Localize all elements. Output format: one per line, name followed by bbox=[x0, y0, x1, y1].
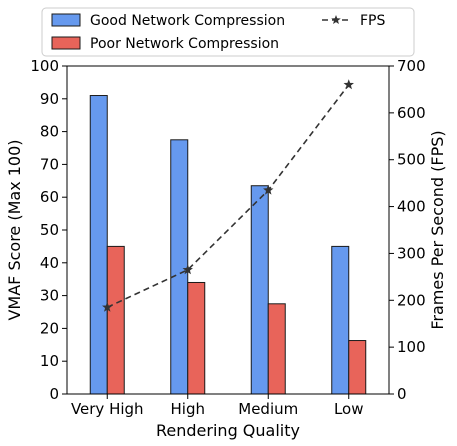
left-tick-label: 30 bbox=[40, 287, 59, 305]
bar-poor-1 bbox=[187, 281, 206, 395]
y2-axis-label: Frames Per Second (FPS) bbox=[428, 130, 447, 329]
right-tick-label: 200 bbox=[397, 291, 426, 309]
x-axis-label: Rendering Quality bbox=[156, 421, 300, 440]
legend-swatch-1 bbox=[51, 36, 81, 50]
left-tick-label: 0 bbox=[49, 385, 59, 403]
bar-poor-0 bbox=[106, 245, 125, 395]
legend: Good Network Compression Poor Network Com… bbox=[41, 7, 415, 57]
bar-good-1 bbox=[170, 139, 189, 395]
legend-label: Poor Network Compression bbox=[90, 36, 279, 52]
right-tick-label: 100 bbox=[397, 338, 426, 356]
legend-swatch-0 bbox=[51, 13, 81, 27]
legend-label: Good Network Compression bbox=[90, 13, 285, 29]
left-tick-label: 50 bbox=[40, 221, 59, 239]
bar-good-0 bbox=[89, 95, 108, 395]
y-axis-label: VMAF Score (Max 100) bbox=[5, 139, 24, 320]
left-tick-label: 10 bbox=[40, 352, 59, 370]
legend-box bbox=[41, 7, 415, 57]
right-tick-label: 0 bbox=[397, 385, 407, 403]
fps-line bbox=[106, 84, 350, 309]
left-tick-label: 80 bbox=[40, 123, 59, 141]
fps-point-0 bbox=[102, 301, 113, 312]
fps-point-1 bbox=[182, 264, 193, 275]
left-tick-label: 90 bbox=[40, 90, 59, 108]
bar-poor-3 bbox=[348, 340, 367, 395]
bar-good-2 bbox=[250, 185, 269, 395]
right-tick-label: 300 bbox=[397, 244, 426, 262]
bars bbox=[89, 95, 367, 395]
x-tick-label: Low bbox=[334, 400, 364, 418]
left-tick-label: 70 bbox=[40, 155, 59, 173]
left-tick-label: 100 bbox=[30, 57, 59, 75]
right-y-axis: 0 100 200 300 400 500 600 700 bbox=[389, 57, 426, 403]
legend-marker-star bbox=[331, 15, 341, 25]
x-tick-label: Medium bbox=[238, 400, 298, 418]
left-tick-label: 60 bbox=[40, 188, 59, 206]
legend-label: FPS bbox=[360, 13, 385, 29]
left-tick-label: 40 bbox=[40, 254, 59, 272]
x-axis: Very High High Medium Low bbox=[71, 394, 364, 418]
left-tick-label: 20 bbox=[40, 319, 59, 337]
left-y-axis: 0 10 20 30 40 50 60 70 80 90 100 bbox=[30, 57, 67, 403]
bar-poor-2 bbox=[267, 303, 286, 395]
fps-point-3 bbox=[343, 79, 354, 90]
right-tick-label: 700 bbox=[397, 57, 426, 75]
bar-good-3 bbox=[331, 245, 350, 395]
x-tick-label: High bbox=[171, 400, 205, 418]
right-tick-label: 400 bbox=[397, 198, 426, 216]
fps-line-series bbox=[102, 79, 354, 312]
right-tick-label: 600 bbox=[397, 104, 426, 122]
fps-point-2 bbox=[263, 184, 274, 195]
x-tick-label: Very High bbox=[71, 400, 144, 418]
right-tick-label: 500 bbox=[397, 151, 426, 169]
